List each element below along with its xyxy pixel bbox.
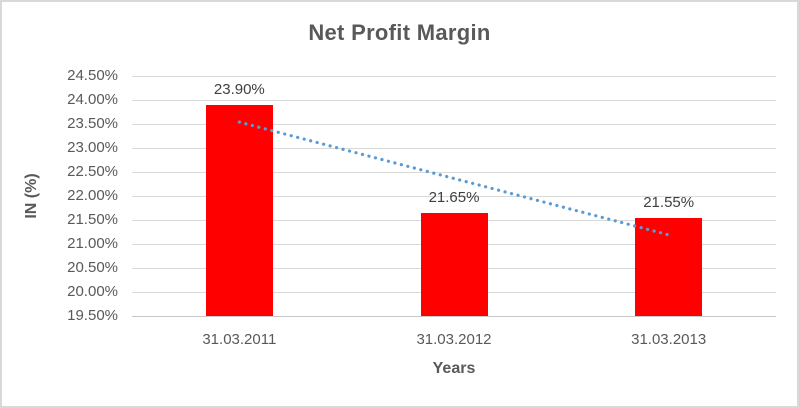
x-tick-label: 31.03.2011 xyxy=(202,331,277,348)
y-tick-label: 22.50% xyxy=(67,163,118,180)
gridline xyxy=(132,99,776,101)
data-label: 23.90% xyxy=(213,80,265,98)
y-tick-label: 20.50% xyxy=(67,259,118,276)
x-axis-title: Years xyxy=(432,360,476,377)
bar-31.03.2011 xyxy=(205,104,273,316)
y-tick-label: 22.00% xyxy=(67,187,118,204)
y-tick-label: 19.50% xyxy=(67,307,118,324)
x-tick-label: 31.03.2012 xyxy=(416,331,492,348)
bar-31.03.2013 xyxy=(635,217,703,316)
y-tick-label: 21.50% xyxy=(67,211,118,228)
data-label: 21.65% xyxy=(428,188,480,206)
gridline xyxy=(132,315,776,317)
bar-31.03.2012 xyxy=(420,212,488,316)
x-tick-label: 31.03.2013 xyxy=(631,331,707,348)
gridline xyxy=(132,147,776,149)
y-tick-label: 23.50% xyxy=(67,115,118,132)
gridline xyxy=(132,123,776,125)
trendline xyxy=(237,120,671,237)
y-tick-label: 20.00% xyxy=(67,283,118,300)
y-tick-label: 24.50% xyxy=(67,67,118,84)
y-tick-label: 23.00% xyxy=(67,139,118,156)
y-tick-label: 21.00% xyxy=(67,235,118,252)
y-tick-label: 24.00% xyxy=(67,91,118,108)
data-label: 21.55% xyxy=(643,193,695,211)
gridline xyxy=(132,75,776,77)
plot-area: 23.90% 21.65% 21.55% xyxy=(132,75,776,317)
chart-title: Net Profit Margin xyxy=(308,20,491,45)
gridline xyxy=(132,195,776,197)
gridline xyxy=(132,171,776,173)
